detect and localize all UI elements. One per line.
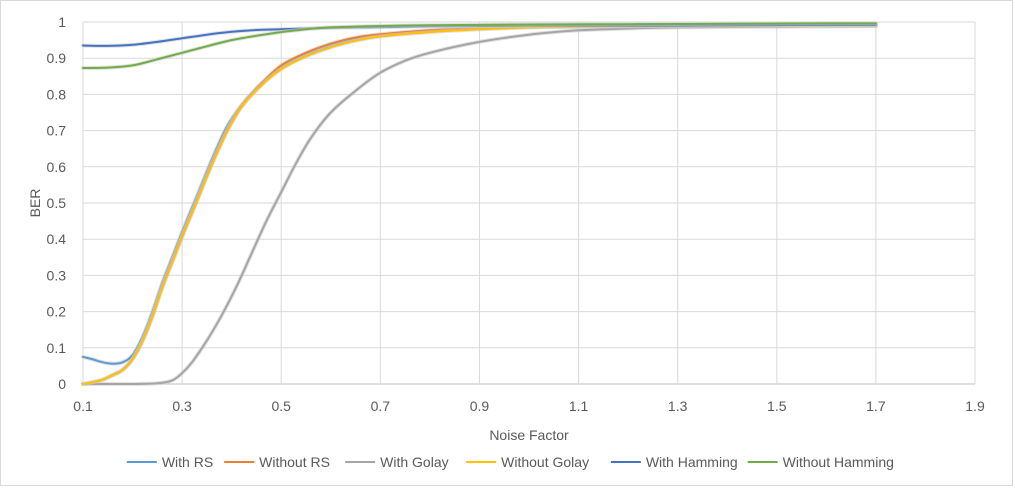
x-tick-label: 0.3	[172, 398, 192, 414]
y-tick-label: 0.4	[47, 231, 67, 247]
x-tick-label: 0.1	[73, 398, 93, 414]
legend-label: With RS	[162, 454, 213, 470]
y-tick-label: 0.1	[47, 340, 67, 356]
y-tick-label: 1	[58, 14, 66, 30]
legend-label: Without Golay	[501, 454, 589, 470]
y-tick-label: 0.9	[47, 50, 67, 66]
x-tick-label: 0.9	[470, 398, 490, 414]
x-tick-label: 0.5	[271, 398, 291, 414]
y-tick-labels: 0 0.1 0.2 0.3 0.4 0.5 0.6 0.7 0.8 0.9 1	[47, 14, 67, 392]
x-axis-label: Noise Factor	[489, 427, 569, 443]
series-line-with-golay	[82, 25, 877, 386]
grid-lines	[82, 21, 976, 385]
y-tick-label: 0.8	[47, 86, 67, 102]
y-tick-label: 0.6	[47, 159, 67, 175]
y-tick-label: 0.5	[47, 195, 67, 211]
y-tick-label: 0	[58, 376, 66, 392]
y-tick-label: 0.3	[47, 267, 67, 283]
legend-label: Without Hamming	[783, 454, 894, 470]
x-tick-label: 0.7	[371, 398, 391, 414]
x-tick-label: 1.1	[569, 398, 589, 414]
y-axis-label: BER	[27, 189, 43, 218]
legend-label: Without RS	[259, 454, 330, 470]
x-tick-label: 1.7	[866, 398, 886, 414]
y-tick-label: 0.2	[47, 304, 67, 320]
series-layer	[81, 21, 878, 387]
x-tick-label: 1.9	[965, 398, 985, 414]
series-line-without-hamming	[82, 22, 877, 69]
y-tick-label: 0.7	[47, 123, 67, 139]
x-tick-labels: 0.1 0.3 0.5 0.7 0.9 1.1 1.3 1.5 1.7 1.9	[73, 398, 985, 414]
x-tick-label: 1.3	[668, 398, 688, 414]
x-tick-label: 1.5	[767, 398, 787, 414]
legend-label: With Golay	[380, 454, 448, 470]
legend: With RS Without RS With Golay Without Golay…	[126, 454, 894, 470]
legend-label: With Hamming	[646, 454, 738, 470]
